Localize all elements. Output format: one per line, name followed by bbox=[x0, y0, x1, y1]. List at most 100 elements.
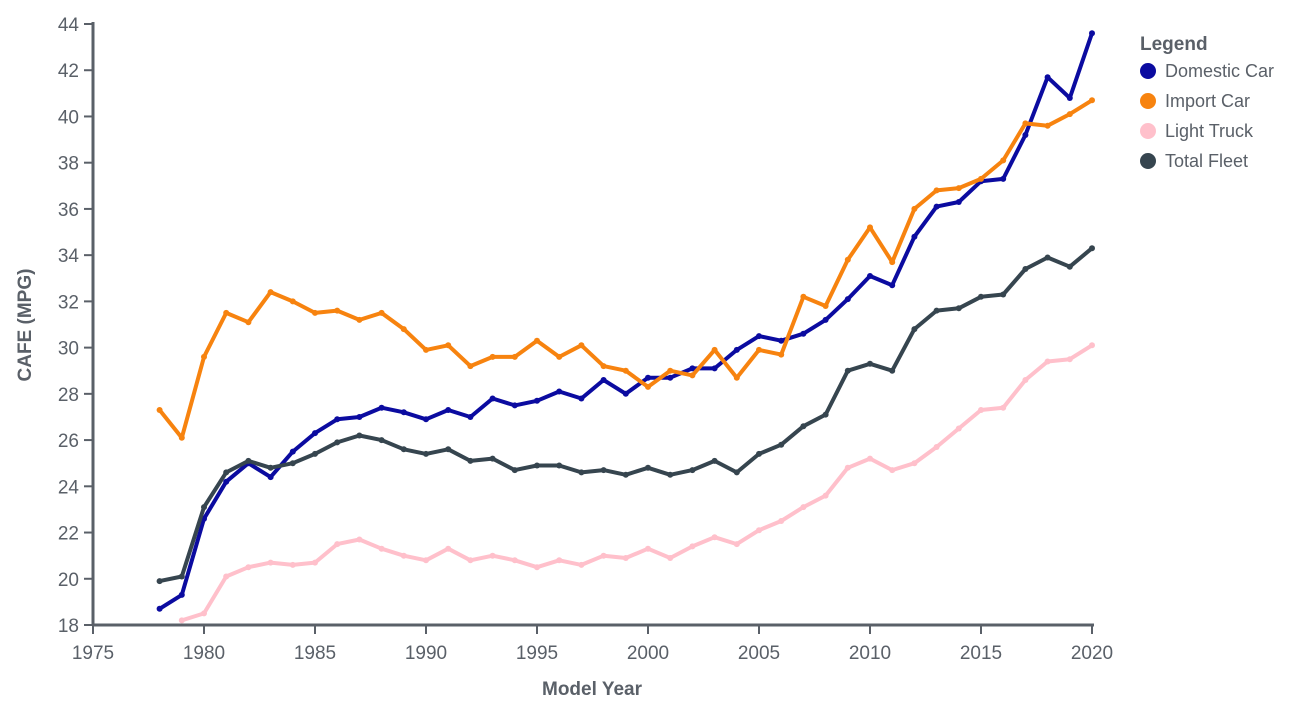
data-point-light-truck[interactable] bbox=[733, 541, 740, 548]
data-point-light-truck[interactable] bbox=[511, 557, 518, 564]
data-point-import-car[interactable] bbox=[867, 224, 873, 231]
data-point-domestic-car[interactable] bbox=[689, 365, 696, 372]
data-point-light-truck[interactable] bbox=[356, 536, 363, 543]
data-point-import-car[interactable] bbox=[667, 367, 674, 374]
data-point-total-fleet[interactable] bbox=[201, 504, 207, 511]
data-point-total-fleet[interactable] bbox=[844, 367, 851, 374]
data-point-light-truck[interactable] bbox=[978, 407, 984, 413]
data-point-light-truck[interactable] bbox=[289, 561, 296, 568]
legend-item-domestic-car[interactable]: Domestic Car bbox=[1140, 61, 1274, 81]
data-point-light-truck[interactable] bbox=[178, 617, 185, 624]
data-point-domestic-car[interactable] bbox=[711, 365, 718, 372]
data-point-domestic-car[interactable] bbox=[267, 474, 274, 481]
data-point-import-car[interactable] bbox=[844, 256, 851, 263]
data-point-light-truck[interactable] bbox=[1000, 404, 1007, 411]
data-point-domestic-car[interactable] bbox=[445, 407, 452, 413]
data-point-total-fleet[interactable] bbox=[356, 432, 363, 439]
data-point-domestic-car[interactable] bbox=[822, 316, 829, 323]
data-point-domestic-car[interactable] bbox=[578, 395, 585, 402]
data-point-light-truck[interactable] bbox=[423, 557, 429, 564]
data-point-total-fleet[interactable] bbox=[622, 471, 629, 478]
data-point-import-car[interactable] bbox=[445, 342, 452, 349]
data-point-import-car[interactable] bbox=[267, 289, 274, 296]
data-point-light-truck[interactable] bbox=[711, 534, 718, 541]
data-point-light-truck[interactable] bbox=[1022, 377, 1029, 383]
data-point-domestic-car[interactable] bbox=[645, 374, 651, 381]
data-point-import-car[interactable] bbox=[756, 346, 762, 353]
data-point-import-car[interactable] bbox=[556, 353, 563, 360]
data-point-domestic-car[interactable] bbox=[1044, 74, 1051, 81]
data-point-total-fleet[interactable] bbox=[645, 464, 651, 471]
data-point-total-fleet[interactable] bbox=[889, 367, 896, 374]
data-point-light-truck[interactable] bbox=[534, 564, 540, 571]
data-point-total-fleet[interactable] bbox=[955, 305, 962, 312]
data-point-total-fleet[interactable] bbox=[400, 446, 407, 453]
data-point-total-fleet[interactable] bbox=[378, 437, 385, 444]
data-point-domestic-car[interactable] bbox=[334, 416, 341, 423]
data-point-total-fleet[interactable] bbox=[289, 460, 296, 467]
data-point-import-car[interactable] bbox=[378, 309, 385, 316]
data-point-total-fleet[interactable] bbox=[778, 441, 785, 448]
data-point-light-truck[interactable] bbox=[955, 425, 962, 432]
data-point-light-truck[interactable] bbox=[756, 527, 762, 534]
data-point-import-car[interactable] bbox=[178, 434, 185, 441]
data-point-light-truck[interactable] bbox=[822, 492, 829, 499]
data-point-total-fleet[interactable] bbox=[511, 467, 518, 474]
data-point-import-car[interactable] bbox=[223, 309, 230, 316]
data-point-light-truck[interactable] bbox=[467, 557, 474, 564]
data-point-light-truck[interactable] bbox=[1089, 342, 1095, 349]
data-point-import-car[interactable] bbox=[289, 298, 296, 305]
data-point-domestic-car[interactable] bbox=[800, 330, 807, 337]
data-point-import-car[interactable] bbox=[689, 372, 696, 379]
data-point-light-truck[interactable] bbox=[622, 555, 629, 561]
data-point-import-car[interactable] bbox=[423, 346, 429, 353]
data-point-import-car[interactable] bbox=[933, 187, 940, 194]
data-point-import-car[interactable] bbox=[245, 319, 252, 326]
data-point-domestic-car[interactable] bbox=[511, 402, 518, 409]
data-point-import-car[interactable] bbox=[733, 374, 740, 381]
data-point-domestic-car[interactable] bbox=[289, 448, 296, 455]
data-point-import-car[interactable] bbox=[356, 316, 363, 323]
data-point-total-fleet[interactable] bbox=[689, 467, 696, 474]
data-point-domestic-car[interactable] bbox=[312, 430, 318, 437]
data-point-total-fleet[interactable] bbox=[1066, 263, 1073, 270]
data-point-domestic-car[interactable] bbox=[911, 233, 918, 240]
data-point-light-truck[interactable] bbox=[267, 559, 274, 566]
data-point-domestic-car[interactable] bbox=[223, 478, 230, 485]
data-point-total-fleet[interactable] bbox=[600, 467, 607, 474]
data-point-light-truck[interactable] bbox=[334, 541, 341, 548]
data-point-domestic-car[interactable] bbox=[467, 414, 474, 420]
data-point-domestic-car[interactable] bbox=[356, 414, 363, 420]
data-point-domestic-car[interactable] bbox=[156, 605, 163, 612]
data-point-light-truck[interactable] bbox=[201, 610, 207, 617]
data-point-light-truck[interactable] bbox=[378, 545, 385, 552]
data-point-light-truck[interactable] bbox=[312, 559, 318, 566]
data-point-total-fleet[interactable] bbox=[245, 457, 252, 464]
data-point-import-car[interactable] bbox=[622, 367, 629, 374]
data-point-import-car[interactable] bbox=[511, 353, 518, 360]
data-point-light-truck[interactable] bbox=[400, 552, 407, 559]
data-point-import-car[interactable] bbox=[800, 293, 807, 300]
data-point-total-fleet[interactable] bbox=[556, 462, 563, 469]
data-point-domestic-car[interactable] bbox=[600, 377, 607, 383]
data-point-light-truck[interactable] bbox=[1044, 358, 1051, 365]
data-point-light-truck[interactable] bbox=[645, 545, 651, 552]
data-point-light-truck[interactable] bbox=[1066, 356, 1073, 363]
data-point-domestic-car[interactable] bbox=[667, 374, 674, 381]
data-point-light-truck[interactable] bbox=[933, 444, 940, 450]
data-point-total-fleet[interactable] bbox=[1089, 245, 1095, 252]
data-point-total-fleet[interactable] bbox=[312, 450, 318, 457]
data-point-light-truck[interactable] bbox=[223, 573, 230, 580]
data-point-import-car[interactable] bbox=[578, 342, 585, 349]
data-point-total-fleet[interactable] bbox=[911, 326, 918, 333]
data-point-total-fleet[interactable] bbox=[489, 455, 496, 462]
data-point-import-car[interactable] bbox=[1022, 120, 1029, 127]
data-point-import-car[interactable] bbox=[1066, 111, 1073, 118]
data-point-total-fleet[interactable] bbox=[1000, 291, 1007, 298]
data-point-domestic-car[interactable] bbox=[778, 337, 785, 344]
data-point-domestic-car[interactable] bbox=[867, 273, 873, 279]
data-point-domestic-car[interactable] bbox=[400, 409, 407, 416]
data-point-import-car[interactable] bbox=[201, 353, 207, 360]
data-point-total-fleet[interactable] bbox=[534, 462, 540, 469]
legend-item-import-car[interactable]: Import Car bbox=[1140, 91, 1250, 111]
